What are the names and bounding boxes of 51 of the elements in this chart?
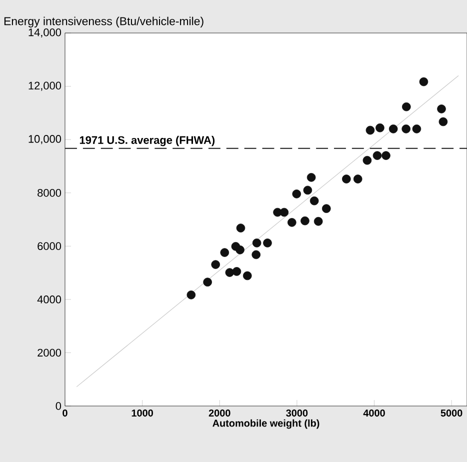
x-tick-label: 1000: [132, 410, 153, 417]
point: [232, 267, 242, 276]
point: [220, 248, 230, 257]
x-tick-label: 2000: [208, 410, 230, 417]
y-tick-label: 12,000: [28, 82, 62, 91]
point: [306, 173, 316, 182]
point: [402, 124, 410, 134]
point: [310, 196, 319, 206]
point: [211, 260, 220, 269]
point: [322, 204, 331, 213]
point: [252, 238, 262, 248]
point: [402, 102, 411, 112]
point: [292, 190, 302, 198]
point: [342, 174, 351, 184]
point: [382, 151, 390, 160]
point: [412, 124, 422, 134]
point: [419, 77, 428, 86]
point: [362, 156, 372, 165]
point: [438, 117, 448, 126]
y-tick-label: 0: [56, 402, 62, 410]
point: [280, 208, 289, 217]
x-tick-label: 0: [62, 410, 68, 417]
y-axis-title: Energy intensiveness (Btu/vehicle-mile): [4, 16, 204, 28]
point: [203, 278, 212, 287]
x-tick-label: 5000: [440, 410, 462, 417]
y-tick-label: 2000: [38, 348, 62, 357]
point: [242, 271, 252, 280]
y-tick-label: 10,000: [28, 135, 62, 144]
point: [288, 218, 296, 227]
point: [252, 250, 261, 260]
point: [372, 151, 382, 160]
point: [388, 124, 398, 134]
point: [437, 104, 446, 114]
point: [314, 216, 323, 226]
point: [186, 290, 196, 300]
y-tick-label: 8000: [38, 188, 62, 197]
point: [236, 224, 246, 232]
point: [353, 174, 362, 184]
y-tick-label: 14,000: [28, 28, 62, 38]
point: [303, 186, 312, 195]
point: [366, 126, 375, 135]
point: [263, 238, 272, 248]
point: [300, 216, 310, 226]
x-tick-label: 3000: [286, 410, 308, 417]
y-tick-label: 6000: [38, 242, 62, 250]
x-tick-label: 4000: [363, 410, 385, 417]
point: [376, 123, 384, 132]
ref-line-label: 1971 U.S. average (FHWA): [80, 136, 215, 146]
point: [236, 245, 244, 254]
y-tick-label: 4000: [37, 296, 62, 304]
x-axis-title: Automobile weight (lb): [212, 419, 320, 429]
